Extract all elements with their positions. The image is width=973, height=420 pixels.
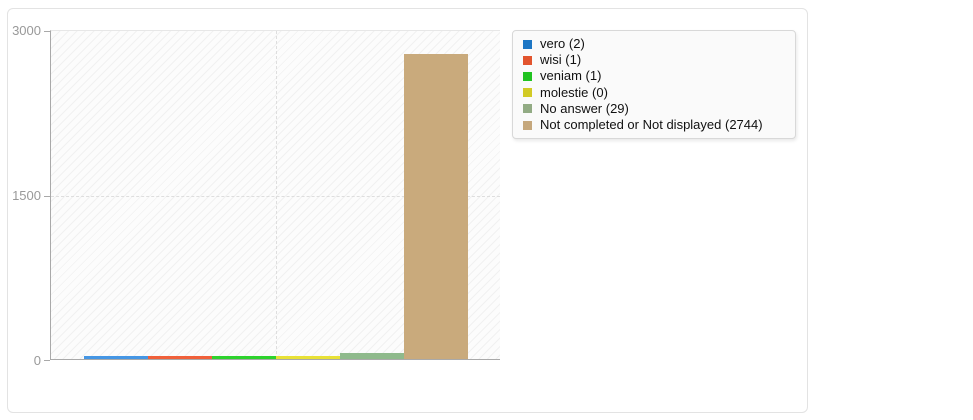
legend-item-no-answer: No answer (29) [523, 101, 785, 117]
y-axis-tick-1500 [44, 196, 50, 197]
bar-no-answer [339, 352, 404, 359]
legend-swatch-icon [523, 88, 532, 98]
legend-item-not-completed-or-not-displayed: Not completed or Not displayed (2744) [523, 117, 785, 133]
y-axis-label-1500: 1500 [12, 188, 41, 203]
bar-molestie [275, 356, 340, 359]
bar-not-completed-or-not-displayed [403, 54, 468, 359]
legend-item-vero: vero (2) [523, 36, 785, 52]
y-axis-tick-0 [44, 360, 50, 361]
chart-legend: vero (2) wisi (1) veniam (1) molestie (0) No… [512, 30, 796, 140]
y-axis-tick-3000 [44, 31, 50, 32]
legend-label: vero (2) [540, 36, 585, 52]
legend-swatch-icon [523, 120, 532, 130]
legend-swatch-icon [523, 39, 532, 49]
legend-label: wisi (1) [540, 52, 582, 68]
legend-item-veniam: veniam (1) [523, 68, 785, 84]
legend-item-wisi: wisi (1) [523, 52, 785, 68]
legend-swatch-icon [523, 104, 532, 114]
gridline-vertical-center [275, 31, 277, 359]
bar-wisi [147, 355, 212, 359]
legend-label: veniam (1) [540, 68, 602, 84]
legend-swatch-icon [523, 71, 532, 81]
plot-area: 3000 1500 0 [12, 23, 500, 368]
bar-veniam [211, 355, 276, 359]
y-axis-label-3000: 3000 [12, 23, 41, 38]
bar-group [51, 31, 500, 359]
legend-label: No answer (29) [540, 100, 629, 116]
bar-vero [83, 355, 148, 359]
legend-item-molestie: molestie (0) [523, 85, 785, 101]
legend-label: Not completed or Not displayed (2744) [540, 117, 763, 133]
legend-swatch-icon [523, 55, 532, 65]
y-axis-label-0: 0 [33, 353, 41, 368]
chart-card: 3000 1500 0 vero (2) wisi (1) veniam (1) mo… [7, 8, 808, 413]
legend-label: molestie (0) [540, 84, 608, 100]
